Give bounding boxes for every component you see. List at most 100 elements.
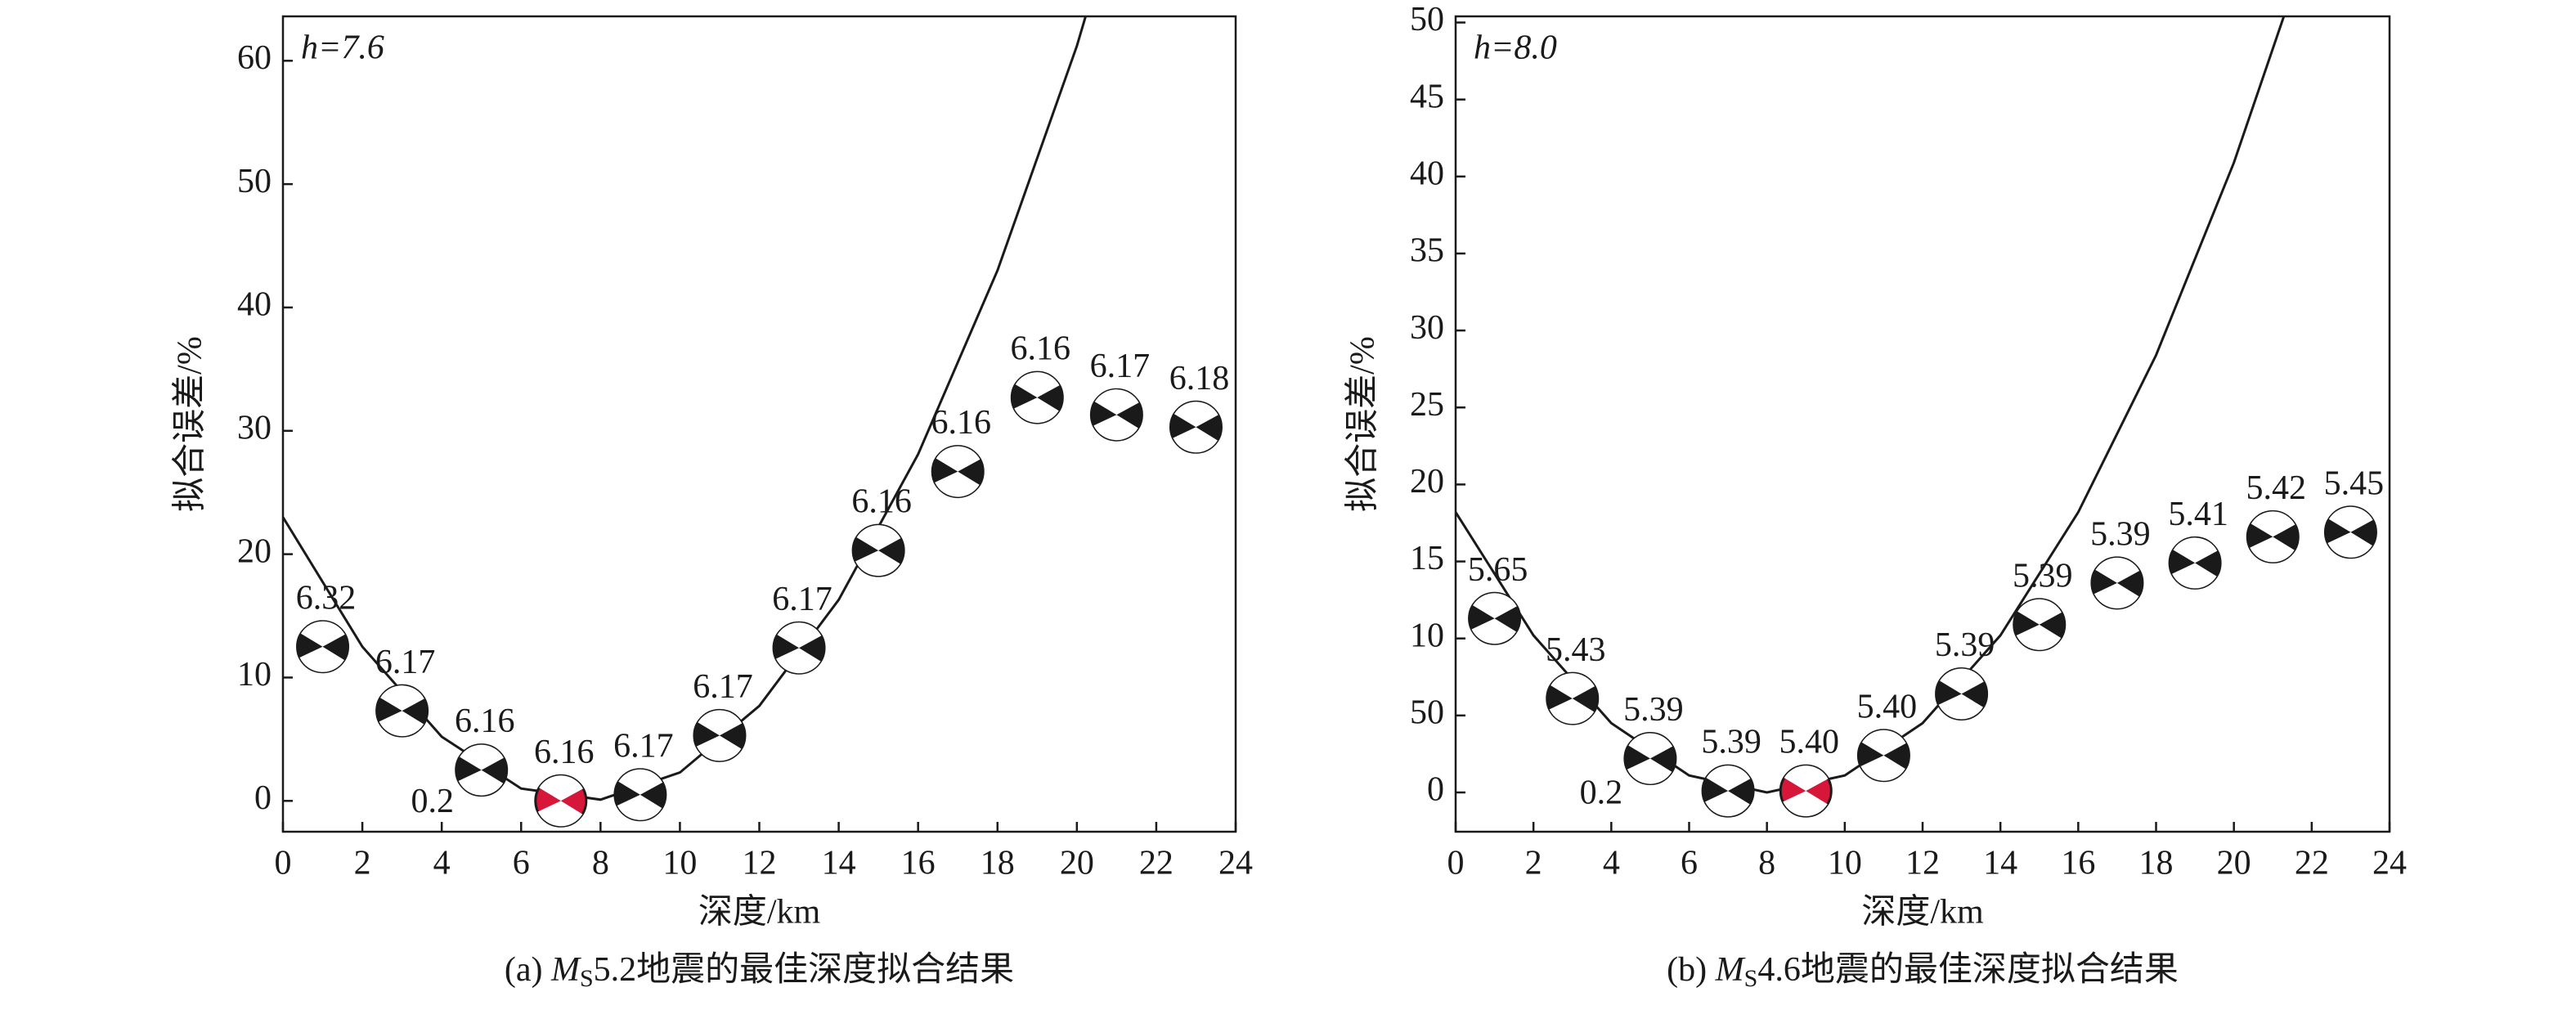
- y-tick-label: 50: [1410, 694, 1444, 731]
- x-tick-label: 10: [1828, 845, 1862, 882]
- beachball-nodal: [379, 685, 424, 737]
- y-tick-label: 45: [1410, 78, 1444, 115]
- x-tick-label: 20: [1060, 845, 1094, 882]
- caption-subscript: S: [580, 965, 594, 992]
- beachball-nodal: [2016, 599, 2062, 650]
- caption: (a) MS5.2地震的最佳深度拟合结果: [505, 951, 1014, 992]
- y-tick-label: 0: [254, 779, 272, 817]
- magnitude-label: 6.16: [534, 734, 595, 771]
- annotation: h=7.6: [301, 29, 384, 67]
- caption-symbol: M: [550, 951, 581, 989]
- beachball-nodal: [1938, 668, 1984, 720]
- magnitude-label: 5.45: [2324, 465, 2385, 502]
- magnitude-label: 6.17: [613, 727, 674, 765]
- caption-symbol: M: [1715, 951, 1746, 989]
- caption-text: 4.6地震的最佳深度拟合结果: [1757, 951, 2179, 989]
- note: 0.2: [1580, 774, 1623, 812]
- y-tick-label: 25: [1410, 386, 1444, 424]
- magnitude-label: 6.17: [693, 668, 753, 706]
- x-tick-label: 24: [2372, 845, 2407, 882]
- magnitude-label: 5.39: [1935, 626, 1995, 664]
- magnitude-label: 5.41: [2168, 496, 2228, 533]
- magnitude-label: 6.32: [296, 579, 357, 617]
- x-tick-label: 6: [513, 845, 530, 882]
- x-tick-label: 2: [1525, 845, 1542, 882]
- x-tick-label: 22: [2295, 845, 2329, 882]
- magnitude-label: 6.16: [931, 404, 991, 442]
- caption-prefix: (b): [1667, 951, 1715, 989]
- y-tick-label: 60: [237, 39, 272, 77]
- x-tick-label: 22: [1139, 845, 1174, 882]
- x-tick-label: 20: [2217, 845, 2251, 882]
- magnitude-label: 6.17: [1090, 348, 1151, 385]
- beachball-nodal: [2094, 557, 2140, 608]
- x-tick-label: 4: [433, 845, 451, 882]
- caption: (b) MS4.6地震的最佳深度拟合结果: [1667, 951, 2179, 992]
- y-tick-label: 40: [1410, 155, 1444, 192]
- magnitude-label: 5.42: [2246, 469, 2307, 507]
- y-tick-label: 20: [1410, 463, 1444, 501]
- x-tick-label: 12: [1905, 845, 1940, 882]
- y-tick-label: 50: [1410, 1, 1444, 38]
- magnitude-label: 6.16: [455, 703, 515, 740]
- magnitude-label: 6.17: [772, 581, 832, 618]
- magnitude-label: 6.16: [1011, 330, 1071, 368]
- x-tick-label: 0: [1447, 845, 1465, 882]
- y-tick-label: 10: [237, 656, 272, 694]
- y-axis-label: 拟合误差/%: [172, 336, 209, 512]
- magnitude-label: 5.39: [2090, 516, 2151, 554]
- beachball-nodal: [299, 621, 345, 672]
- beachball-nodal: [1471, 593, 1517, 644]
- x-tick-label: 6: [1681, 845, 1698, 882]
- beachball-nodal: [2172, 537, 2218, 589]
- x-tick-label: 16: [2061, 845, 2095, 882]
- magnitude-label: 5.39: [1623, 691, 1684, 729]
- beachball-nodal: [1093, 389, 1139, 441]
- caption-subscript: S: [1744, 965, 1758, 992]
- magnitude-label: 5.40: [1857, 688, 1918, 725]
- magnitude-label: 5.39: [2013, 557, 2073, 595]
- y-tick-label: 40: [237, 286, 272, 324]
- y-axis-label: 拟合误差/%: [1344, 336, 1382, 512]
- beachball-nodal: [2327, 506, 2373, 558]
- caption-prefix: (a): [505, 951, 551, 989]
- beachball-nodal: [776, 622, 822, 674]
- beachball-nodal: [696, 710, 743, 761]
- y-tick-label: 30: [1410, 309, 1444, 347]
- magnitude-label: 6.16: [851, 483, 912, 521]
- x-tick-label: 24: [1218, 845, 1253, 882]
- y-tick-label: 10: [1410, 617, 1444, 654]
- x-axis-label: 深度/km: [698, 894, 821, 931]
- annotation: h=8.0: [1474, 29, 1557, 67]
- magnitude-label: 6.18: [1169, 360, 1230, 397]
- caption-text: 5.2地震的最佳深度拟合结果: [594, 951, 1015, 989]
- x-tick-label: 8: [592, 845, 609, 882]
- y-tick-label: 20: [237, 532, 272, 570]
- beachball-nodal: [1173, 402, 1218, 453]
- y-tick-label: 35: [1410, 232, 1444, 270]
- beachball-nodal: [935, 446, 981, 497]
- x-tick-label: 18: [981, 845, 1015, 882]
- y-tick-label: 15: [1410, 540, 1444, 577]
- x-tick-label: 10: [662, 845, 697, 882]
- beachball-nodal: [458, 744, 504, 796]
- x-tick-label: 14: [1983, 845, 2017, 882]
- magnitude-label: 6.17: [375, 644, 436, 681]
- beachball-nodal: [855, 525, 901, 577]
- y-tick-label: 0: [1427, 771, 1444, 809]
- x-tick-label: 18: [2139, 845, 2174, 882]
- chart: 0 2 4 6 8 10 12 14 16 18 20 22 240501015202530354045…: [1344, 1, 2407, 992]
- note: 0.2: [411, 783, 454, 820]
- beachball-nodal: [2250, 511, 2296, 563]
- x-tick-label: 2: [354, 845, 371, 882]
- fit-curve: [1456, 16, 2286, 794]
- x-tick-label: 16: [901, 845, 936, 882]
- beachball-nodal: [1549, 673, 1595, 725]
- x-tick-label: 0: [275, 845, 292, 882]
- magnitude-label: 5.65: [1468, 551, 1528, 589]
- y-tick-label: 30: [237, 409, 272, 447]
- beachball-nodal: [1705, 765, 1751, 817]
- chart: 0 2 4 6 8 10 12 14 16 18 20 22 240102030405060深度/km拟…: [172, 15, 1253, 992]
- beachball-nodal: [1627, 733, 1673, 784]
